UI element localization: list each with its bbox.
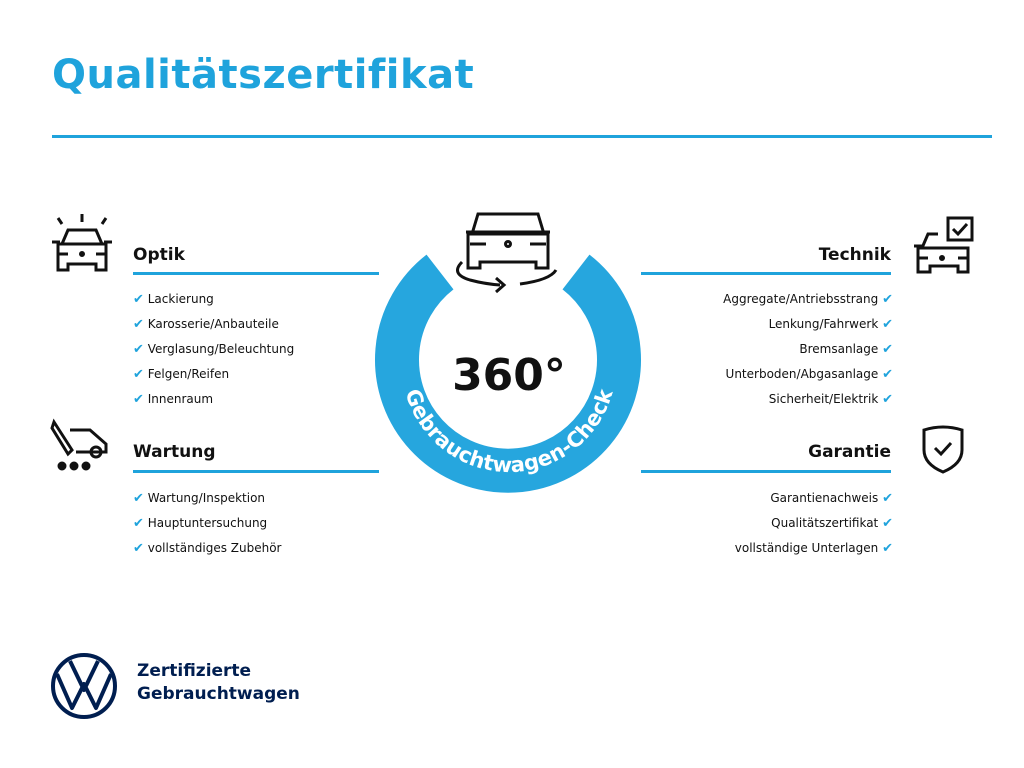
- list-item: Sicherheit/Elektrik ✔: [768, 392, 893, 407]
- list-item: ✔ Verglasung/Beleuchtung: [133, 342, 295, 357]
- list-item: Garantienachweis ✔: [770, 491, 893, 506]
- section-title-wartung: Wartung: [133, 442, 216, 462]
- check-icon: ✔: [133, 541, 144, 556]
- list-item: ✔ Lackierung: [133, 292, 214, 307]
- list-item: Aggregate/Antriebsstrang ✔: [723, 292, 893, 307]
- section-title-garantie: Garantie: [808, 442, 891, 462]
- car-rotate-icon: [456, 212, 558, 294]
- check-icon: ✔: [882, 292, 893, 307]
- list-item: ✔ Wartung/Inspektion: [133, 491, 266, 506]
- wartung-list: ✔ Wartung/Inspektion ✔ Hauptuntersuchung…: [133, 486, 282, 561]
- list-item: ✔ Karosserie/Anbauteile: [133, 317, 279, 332]
- list-item: ✔ vollständiges Zubehör: [133, 541, 282, 556]
- check-icon: ✔: [133, 292, 144, 307]
- list-item: ✔ Innenraum: [133, 392, 214, 407]
- list-item: Qualitätszertifikat ✔: [771, 516, 893, 531]
- brand-text: Zertifizierte Gebrauchtwagen: [137, 661, 300, 704]
- car-checkbox-icon: [914, 216, 974, 274]
- section-divider: [641, 272, 891, 275]
- check-icon: ✔: [882, 491, 893, 506]
- check-icon: ✔: [133, 516, 144, 531]
- section-title-optik: Optik: [133, 245, 185, 265]
- check-icon: ✔: [882, 541, 893, 556]
- service-van-icon: [50, 418, 108, 471]
- check-icon: ✔: [882, 342, 893, 357]
- list-item: Lenkung/Fahrwerk ✔: [768, 317, 893, 332]
- page-title: Qualitätszertifikat: [52, 52, 475, 98]
- check-icon: ✔: [133, 491, 144, 506]
- check-icon: ✔: [133, 317, 144, 332]
- 360-label: 360°: [452, 350, 566, 401]
- check-icon: ✔: [133, 367, 144, 382]
- list-item: vollständige Unterlagen ✔: [734, 541, 893, 556]
- list-item: Unterboden/Abgasanlage ✔: [725, 367, 893, 382]
- optik-list: ✔ Lackierung ✔ Karosserie/Anbauteile ✔ V…: [133, 287, 294, 412]
- check-icon: ✔: [882, 392, 893, 407]
- shield-check-icon: [922, 425, 964, 474]
- technik-list: Aggregate/Antriebsstrang ✔ Lenkung/Fahrw…: [641, 287, 893, 412]
- section-divider: [133, 470, 379, 473]
- vw-logo: [51, 653, 117, 719]
- list-item: ✔ Hauptuntersuchung: [133, 516, 268, 531]
- check-icon: ✔: [133, 392, 144, 407]
- list-item: ✔ Felgen/Reifen: [133, 367, 230, 382]
- ring-arc: [375, 254, 641, 493]
- check-icon: ✔: [133, 342, 144, 357]
- check-icon: ✔: [882, 317, 893, 332]
- section-title-technik: Technik: [818, 245, 891, 265]
- list-item: Bremsanlage ✔: [799, 342, 893, 357]
- section-divider: [641, 470, 891, 473]
- title-divider: [52, 135, 992, 138]
- check-icon: ✔: [882, 367, 893, 382]
- 360-check-badge: Gebrauchtwagen-Check 360°: [375, 212, 641, 493]
- check-icon: ✔: [882, 516, 893, 531]
- section-divider: [133, 272, 379, 275]
- car-lights-icon: [52, 214, 112, 272]
- garantie-list: Garantienachweis ✔ Qualitätszertifikat ✔…: [641, 486, 893, 561]
